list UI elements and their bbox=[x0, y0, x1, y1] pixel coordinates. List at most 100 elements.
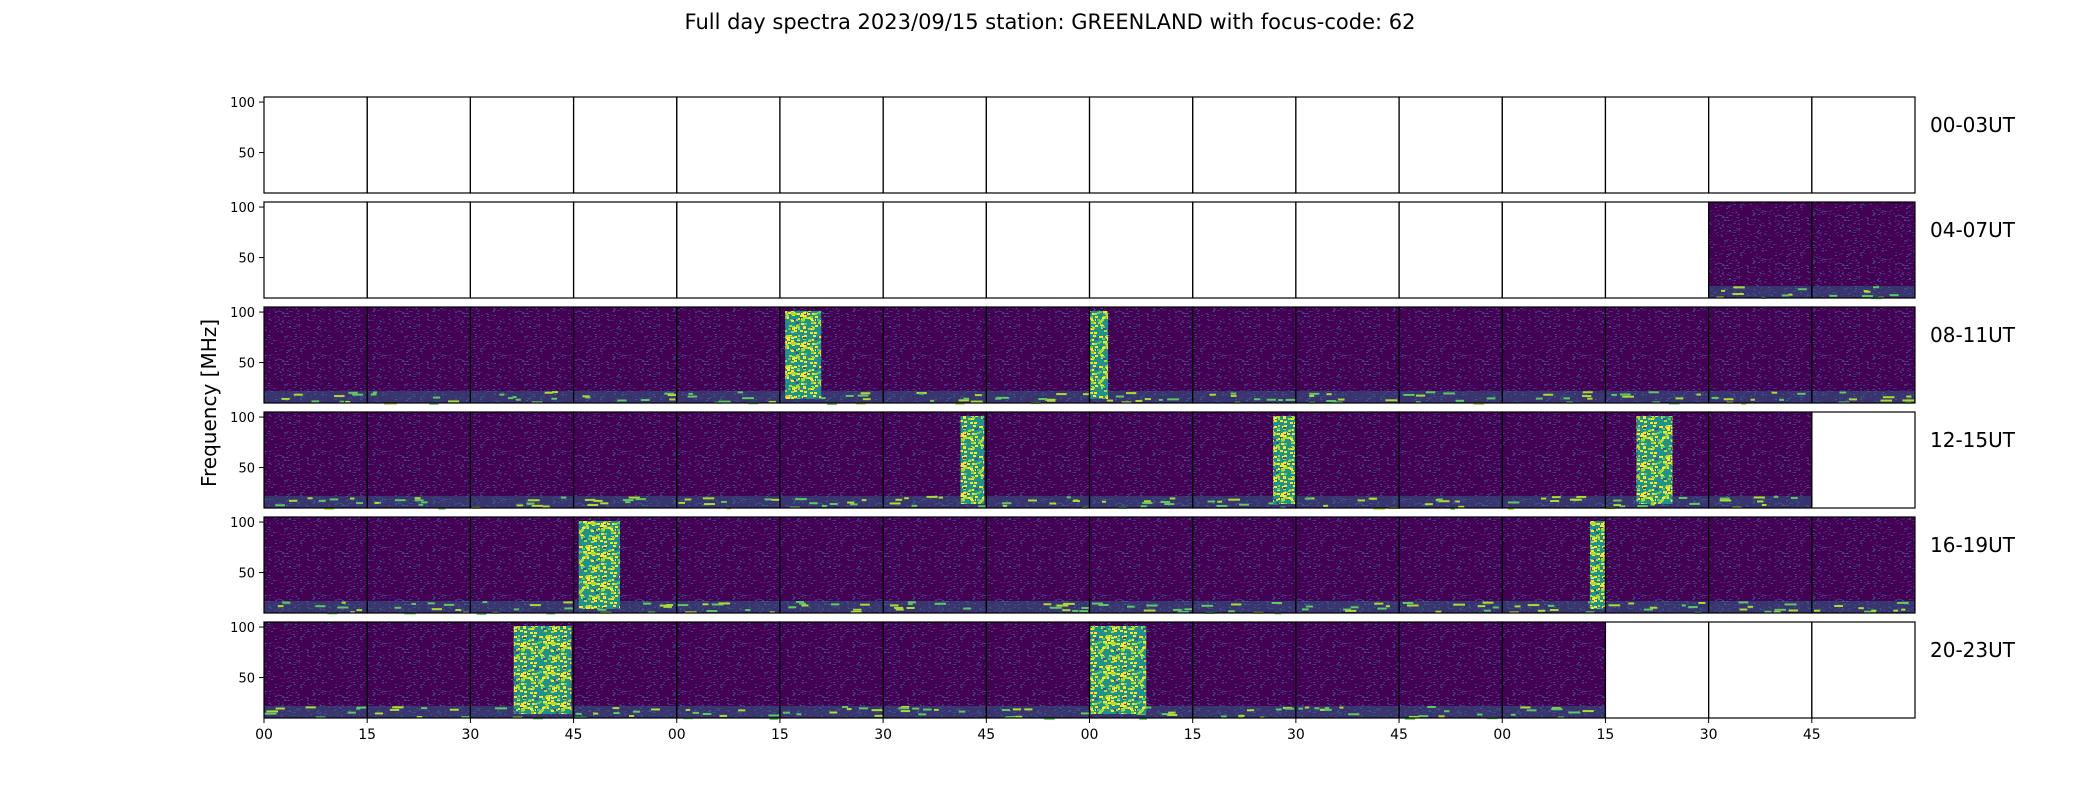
noise-speckle bbox=[597, 608, 607, 611]
row-label: 20-23UT bbox=[1930, 638, 2016, 662]
spectrum-panel bbox=[1811, 517, 1915, 613]
noise-speckle bbox=[1719, 497, 1730, 500]
noise-speckle bbox=[1015, 715, 1023, 718]
noise-speckle bbox=[281, 397, 290, 400]
noise-speckle bbox=[1747, 605, 1753, 608]
spectrum-panel bbox=[883, 622, 987, 718]
noise-speckle bbox=[1788, 293, 1793, 296]
noise-speckle bbox=[1377, 607, 1387, 610]
noise-speckle bbox=[1622, 395, 1634, 398]
empty-panel bbox=[573, 97, 677, 193]
noise-speckle bbox=[374, 502, 379, 505]
noise-band bbox=[1502, 705, 1606, 718]
noise-speckle bbox=[1043, 603, 1052, 606]
noise-speckle bbox=[821, 505, 827, 508]
noise-speckle bbox=[1418, 715, 1429, 718]
spectrum-panel bbox=[986, 517, 1090, 613]
y-axis-label: Frequency [MHz] bbox=[197, 319, 221, 487]
panel-border bbox=[1811, 621, 1916, 719]
noise-band bbox=[779, 495, 884, 508]
noise-speckle bbox=[1072, 499, 1081, 502]
noise-speckle bbox=[1348, 713, 1360, 716]
noise-speckle bbox=[955, 402, 965, 405]
noise-speckle bbox=[1338, 398, 1345, 401]
noise-speckle bbox=[666, 604, 674, 607]
noise-speckle bbox=[1732, 292, 1744, 295]
noise-speckle bbox=[1507, 501, 1520, 504]
noise-speckle bbox=[718, 602, 731, 605]
noise-speckle bbox=[1143, 609, 1156, 612]
noise-speckle bbox=[930, 399, 935, 402]
noise-speckle bbox=[529, 604, 541, 607]
noise-speckle bbox=[1080, 712, 1093, 715]
spectrum-panel bbox=[1295, 622, 1400, 718]
noise-speckle bbox=[1689, 502, 1700, 505]
noise-speckle bbox=[768, 400, 776, 403]
noise-speckle bbox=[919, 392, 924, 395]
noise-speckle bbox=[1126, 605, 1135, 608]
noise-band bbox=[1811, 285, 1915, 298]
noise-speckle bbox=[1611, 393, 1617, 396]
noise-speckle bbox=[1455, 500, 1460, 503]
noise-speckle bbox=[564, 607, 575, 610]
noise-speckle bbox=[1002, 504, 1008, 507]
spectrum-panel bbox=[264, 517, 368, 613]
spectrum-panel bbox=[1399, 412, 1503, 508]
noise-speckle bbox=[1063, 602, 1075, 605]
y-tick-label: 100 bbox=[230, 516, 255, 531]
noise-speckle bbox=[632, 710, 641, 713]
noise-band bbox=[676, 390, 780, 403]
spectrum-panel bbox=[779, 517, 884, 613]
noise-speckle bbox=[542, 505, 550, 508]
noise-speckle bbox=[1438, 715, 1445, 718]
noise-speckle bbox=[1028, 499, 1037, 502]
noise-speckle bbox=[1326, 400, 1337, 403]
spectrum-panel bbox=[676, 622, 780, 718]
noise-speckle bbox=[871, 709, 883, 712]
noise-speckle bbox=[1549, 609, 1559, 612]
noise-speckle bbox=[846, 708, 852, 711]
noise-speckle bbox=[275, 504, 285, 507]
noise-speckle bbox=[677, 604, 689, 607]
noise-speckle bbox=[1135, 399, 1143, 402]
x-tick-label: 00 bbox=[255, 727, 273, 743]
empty-panel bbox=[1605, 622, 1709, 718]
noise-speckle bbox=[1435, 610, 1442, 613]
panel-border bbox=[1811, 516, 1916, 614]
noise-speckle bbox=[1106, 399, 1114, 402]
noise-speckle bbox=[685, 708, 691, 711]
noise-speckle bbox=[1320, 708, 1325, 711]
noise-band bbox=[1192, 600, 1296, 613]
noise-band bbox=[986, 495, 1090, 508]
empty-panel bbox=[1502, 202, 1606, 298]
noise-speckle bbox=[1510, 713, 1516, 716]
panel-border bbox=[1811, 96, 1916, 194]
noise-speckle bbox=[918, 713, 927, 716]
empty-panel bbox=[779, 97, 884, 193]
noise-speckle bbox=[266, 710, 279, 713]
spectrum-panel bbox=[676, 412, 780, 508]
empty-panel bbox=[1502, 97, 1606, 193]
spectrum-panel bbox=[367, 307, 471, 403]
noise-band bbox=[264, 705, 368, 718]
noise-speckle bbox=[1142, 502, 1153, 505]
noise-speckle bbox=[1585, 611, 1595, 614]
x-tick-label: 45 bbox=[977, 727, 995, 743]
noise-speckle bbox=[264, 712, 277, 715]
noise-speckle bbox=[1790, 496, 1798, 499]
noise-speckle bbox=[1142, 706, 1152, 709]
noise-speckle bbox=[1576, 495, 1587, 498]
noise-band bbox=[470, 390, 574, 403]
spectrum-panel bbox=[1192, 517, 1296, 613]
noise-speckle bbox=[692, 711, 700, 714]
radio-burst bbox=[578, 521, 620, 609]
noise-speckle bbox=[1424, 503, 1433, 506]
row-label: 08-11UT bbox=[1930, 323, 2016, 347]
noise-speckle bbox=[669, 398, 676, 401]
noise-speckle bbox=[1320, 708, 1332, 711]
spectrum-panel bbox=[1708, 412, 1812, 508]
spectrum-panel bbox=[470, 307, 574, 403]
noise-band bbox=[573, 705, 677, 718]
noise-speckle bbox=[1873, 286, 1880, 289]
noise-speckle bbox=[1209, 393, 1216, 396]
